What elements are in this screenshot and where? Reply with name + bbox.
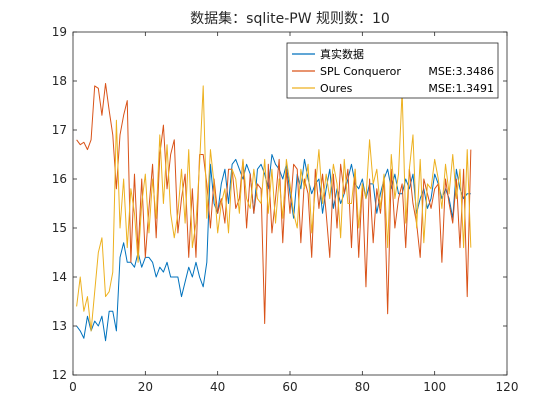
y-tick-label: 13 xyxy=(52,319,67,333)
series-layer xyxy=(76,82,472,342)
y-tick-label: 14 xyxy=(52,270,67,284)
x-tick-label: 0 xyxy=(69,380,77,394)
y-tick-label: 12 xyxy=(52,368,67,382)
legend-mse-2: MSE:1.3491 xyxy=(428,82,494,95)
x-tick-label: 100 xyxy=(423,380,446,394)
x-tick-label: 40 xyxy=(210,380,225,394)
y-tick-label: 18 xyxy=(52,74,67,88)
x-tick-label: 80 xyxy=(355,380,370,394)
chart-title: 数据集：sqlite-PW 规则数：10 xyxy=(190,10,390,27)
legend-label-1: SPL Conqueror xyxy=(320,65,401,78)
x-tick-label: 20 xyxy=(138,380,153,394)
legend-box xyxy=(286,42,499,99)
x-tick-label: 60 xyxy=(282,380,297,394)
series-line-1 xyxy=(76,82,472,325)
legend-label-2: Oures xyxy=(320,82,353,95)
axes-layer: 0 20 40 60 80 100 120 12 13 14 15 16 17 18 19 xyxy=(52,25,519,394)
legend: 真实数据 SPL Conqueror MSE:3.3486 Oures MSE:1.34… xyxy=(286,42,499,99)
y-tick-label: 17 xyxy=(52,123,67,137)
y-tick-label: 19 xyxy=(52,25,67,39)
x-tick-label: 120 xyxy=(496,380,519,394)
legend-label-0: 真实数据 xyxy=(320,47,364,61)
legend-mse-1: MSE:3.3486 xyxy=(428,65,494,78)
series-line-2 xyxy=(76,85,472,332)
y-tick-label: 16 xyxy=(52,172,67,186)
y-tick-label: 15 xyxy=(52,221,67,235)
series-line-0 xyxy=(76,154,471,342)
